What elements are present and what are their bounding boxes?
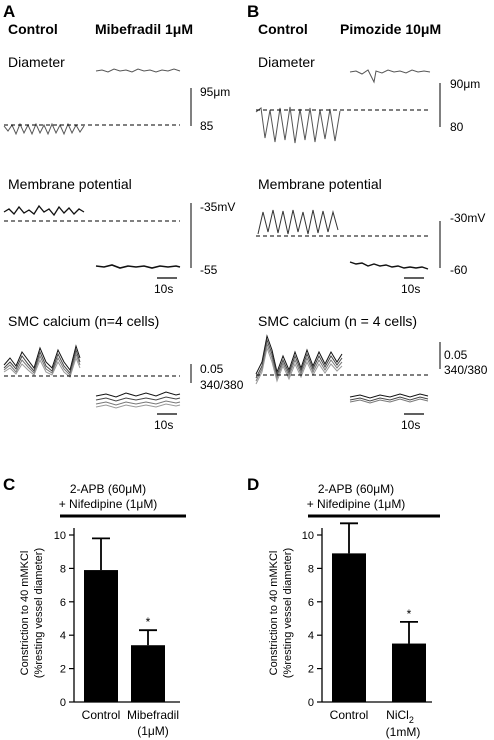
panel-c-treatment-line1: 2-APB (60μM) [70, 482, 146, 496]
panel-c-ytick-label-0: 0 [60, 697, 66, 709]
panel-b-diameter-scale-bottom: 80 [450, 120, 464, 134]
panel-c: C 2-APB (60μM) + Nifedipine (1μM) Constr… [3, 475, 186, 738]
panel-c-category-mibefradil: Mibefradil [127, 708, 179, 722]
panel-a-diameter-label: Diameter [8, 54, 65, 70]
panel-c-ylabel-line2: (%resting vessel diameter) [33, 548, 45, 678]
panel-c-category-mibefradil-dose: (1μM) [137, 724, 169, 738]
panel-c-significance-1: * [146, 615, 151, 629]
panel-d-category-control: Control [330, 708, 369, 722]
panel-a-calcium-time-label: 10s [154, 418, 173, 432]
panel-c-ticks: 0 2 4 6 8 10 [54, 530, 74, 709]
panel-a-membrane-scale-bottom: -55 [200, 263, 218, 277]
panel-a-calcium-scale-2: 340/380 [200, 378, 244, 392]
panel-d-treatment-line1: 2-APB (60μM) [318, 482, 394, 496]
panel-a: A Control Mibefradil 1μM Diameter 95μm 8… [3, 2, 244, 432]
panel-a-calcium-scale-1: 0.05 [200, 362, 224, 376]
panel-d-bars: * [332, 522, 426, 702]
panel-a-calcium-control-traces [3, 344, 81, 378]
panel-d-ticks: 0 2 4 6 8 10 [302, 530, 322, 709]
panel-d-treatment-line2: + Nifedipine (1μM) [307, 497, 406, 511]
panel-b-calcium-drug-traces [349, 393, 429, 404]
panel-a-diameter-scale-bottom: 85 [200, 119, 214, 133]
panel-d-category-nicl2: NiCl2 [386, 708, 414, 725]
panel-c-letter: C [3, 475, 15, 494]
panel-a-diameter-scale-top: 95μm [200, 85, 230, 99]
panel-a-diameter-drug-trace [95, 68, 181, 73]
panel-b-calcium-scale-1: 0.05 [444, 348, 468, 362]
panel-d-significance-1: * [407, 607, 412, 621]
panel-a-membrane-time-label: 10s [154, 282, 173, 296]
panel-a-drug-label: Mibefradil 1μM [95, 21, 193, 37]
panel-a-membrane-control-trace [3, 204, 85, 217]
panel-d-ytick-label-0: 0 [308, 697, 314, 709]
panel-b-calcium-scale-2: 340/380 [444, 363, 488, 377]
panel-c-category-control: Control [82, 708, 121, 722]
panel-b-control-label: Control [258, 21, 308, 37]
panel-b-membrane-scale-top: -30mV [450, 211, 485, 225]
panel-d-ytick-label-3: 6 [308, 597, 314, 609]
panel-d-letter: D [247, 475, 259, 494]
panel-b-membrane-time-label: 10s [401, 282, 420, 296]
panel-c-ytick-label-1: 2 [60, 664, 66, 676]
panel-d-ytick-label-2: 4 [308, 630, 314, 642]
panel-a-letter: A [3, 2, 15, 21]
panel-b-membrane-drug-trace [349, 261, 429, 270]
panel-c-bars: * [84, 537, 165, 702]
panel-b-letter: B [247, 2, 259, 21]
panel-c-ytick-label-5: 10 [54, 530, 66, 542]
panel-c-ylabel-line1: Constriction to 40 mMKCl [19, 551, 31, 676]
panel-d-ytick-label-5: 10 [302, 530, 314, 542]
panel-b-membrane-scale-bottom: -60 [450, 263, 468, 277]
panel-d-category-nicl2-dose: (1mM) [386, 725, 421, 739]
panel-d: D 2-APB (60μM) + Nifedipine (1μM) Constr… [247, 475, 440, 739]
panel-b-membrane-control-trace [257, 209, 339, 235]
panel-b-drug-label: Pimozide 10μM [340, 21, 441, 37]
panel-b: B Control Pimozide 10μM Diameter 90μm 80… [247, 2, 488, 432]
panel-c-ytick-label-2: 4 [60, 630, 66, 642]
panel-b-diameter-scale-top: 90μm [450, 77, 480, 91]
panel-a-calcium-drug-traces [95, 391, 181, 409]
panel-d-ytick-label-4: 8 [308, 563, 314, 575]
panel-c-ytick-label-3: 6 [60, 597, 66, 609]
panel-d-ytick-label-1: 2 [308, 664, 314, 676]
panel-b-diameter-label: Diameter [258, 54, 315, 70]
panel-b-calcium-time-label: 10s [401, 418, 420, 432]
panel-a-diameter-control-trace [3, 122, 85, 136]
panel-c-treatment-line2: + Nifedipine (1μM) [59, 497, 158, 511]
panel-b-calcium-label: SMC calcium (n = 4 cells) [258, 313, 417, 329]
panel-a-membrane-drug-trace [95, 264, 181, 269]
panel-c-bar-1 [131, 645, 165, 702]
panel-d-ylabel-line2: (%resting vessel diameter) [282, 548, 294, 678]
panel-a-membrane-scale-top: -35mV [200, 200, 235, 214]
panel-a-calcium-label: SMC calcium (n=4 cells) [8, 313, 159, 329]
panel-b-calcium-control-traces [255, 334, 343, 385]
panel-b-diameter-control-trace [255, 106, 341, 144]
panel-b-membrane-label: Membrane potential [258, 176, 382, 192]
panel-d-bar-0 [332, 553, 366, 702]
panel-d-ylabel-line1: Constriction to 40 mMKCl [268, 551, 280, 676]
panel-c-ytick-label-4: 8 [60, 563, 66, 575]
panel-b-diameter-drug-trace [349, 69, 431, 84]
panel-a-control-label: Control [8, 21, 58, 37]
panel-d-bar-1 [392, 643, 426, 702]
panel-a-membrane-label: Membrane potential [8, 176, 132, 192]
panel-c-bar-0 [84, 570, 118, 702]
